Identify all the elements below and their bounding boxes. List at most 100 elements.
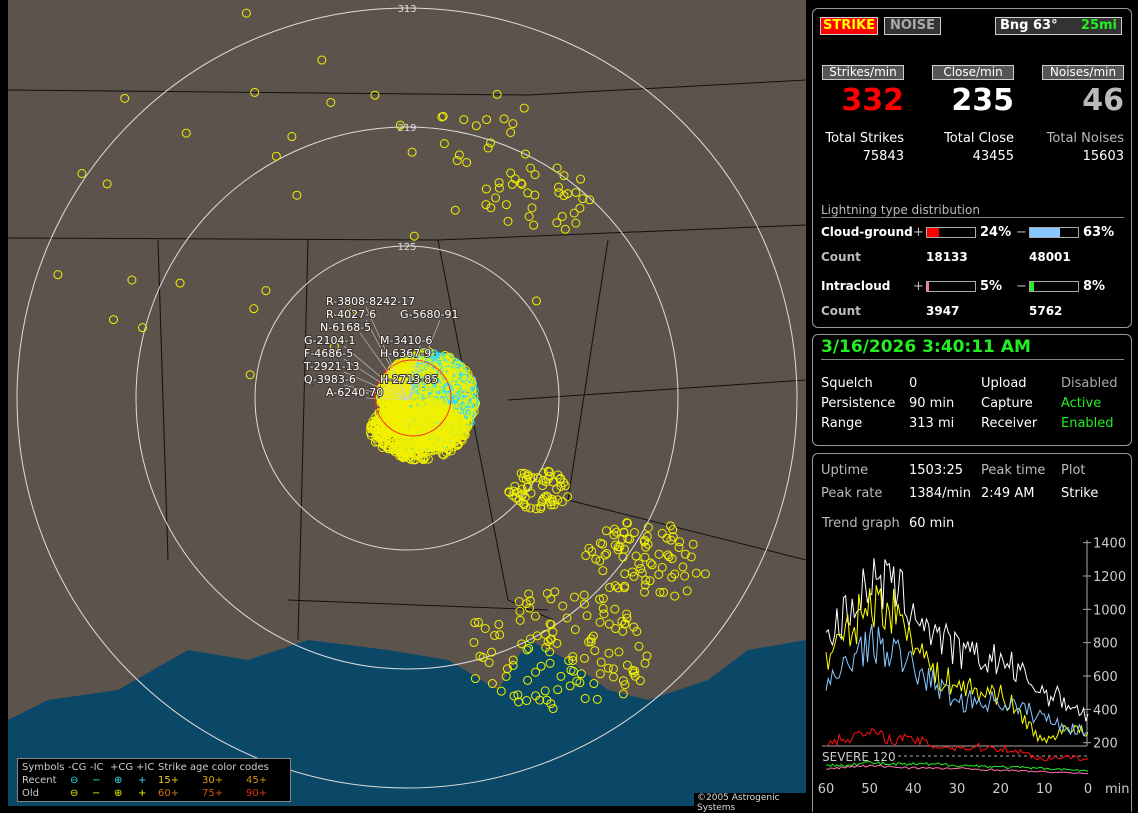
strike-symbol: [382, 376, 392, 386]
strike-leader-line: [343, 384, 409, 401]
strike-cluster: [581, 518, 710, 601]
strike-symbol: [654, 549, 664, 559]
strike-symbol: [481, 200, 491, 210]
strike-symbol: [667, 572, 677, 582]
strike-symbol: [610, 604, 620, 614]
strike-symbol: [622, 660, 632, 670]
ic-negative-count: 5762: [1029, 304, 1063, 318]
strike-symbol: [641, 575, 651, 585]
strike-symbol: [543, 492, 553, 502]
noise-button[interactable]: NOISE: [884, 17, 941, 35]
strike-symbol: [552, 484, 562, 494]
strike-symbol: [570, 592, 580, 602]
cg-negative-count: 48001: [1029, 250, 1071, 264]
strike-symbol: [605, 582, 615, 592]
total-noises-label: Total Noises: [1046, 131, 1124, 146]
strike-symbol: [509, 486, 519, 496]
total-close-label: Total Close: [944, 131, 1014, 146]
strike-symbol: [545, 619, 555, 629]
strike-symbol: [632, 626, 642, 636]
strike-symbol: [437, 389, 447, 399]
strike-symbol: [457, 435, 467, 445]
strike-symbol: [77, 169, 87, 179]
strike-symbol: [545, 658, 555, 668]
pos-cg-icon: ⊕: [114, 788, 123, 799]
strike-symbol: [579, 599, 589, 609]
strike-symbol: [527, 203, 537, 213]
strike-symbol: [678, 562, 688, 572]
strike-symbol: [416, 403, 426, 413]
strike-symbol: [598, 566, 608, 576]
strike-leader-line: [365, 319, 409, 401]
strike-symbol: [680, 571, 690, 581]
strike-symbol: [383, 442, 393, 452]
distribution-title: Lightning type distribution: [821, 203, 1124, 218]
strike-symbol: [447, 369, 457, 379]
info-label: Squelch: [821, 376, 873, 391]
close-per-min-header: Close/min: [932, 65, 1014, 80]
strike-symbol: [287, 132, 297, 142]
strike-symbol: [501, 200, 511, 210]
strike-symbol: [519, 103, 529, 113]
strike-symbol: [553, 495, 563, 505]
map-canvas[interactable]: 125 219 313 R-3808-8242-17R-4027-6 G-5680-91…: [8, 0, 806, 806]
strike-symbol: [614, 647, 624, 657]
strike-symbol: [604, 648, 614, 658]
strike-symbol: [181, 128, 191, 138]
strike-symbol: [529, 220, 539, 230]
strike-symbol: [691, 568, 701, 578]
strike-symbol: [613, 545, 623, 555]
strike-button[interactable]: STRIKE: [820, 17, 878, 35]
strike-symbol: [575, 203, 585, 213]
strike-symbol: [548, 477, 558, 487]
strike-symbol: [666, 535, 676, 545]
strike-symbol: [682, 586, 692, 596]
strike-symbol: [631, 551, 641, 561]
strike-symbol: [510, 481, 520, 491]
strike-symbol: [470, 618, 480, 628]
state-border: [8, 79, 806, 96]
neg-ic-icon: −: [92, 788, 101, 799]
strike-symbol: [526, 163, 536, 173]
strike-cluster: [481, 163, 588, 234]
strike-symbol: [109, 315, 119, 325]
strike-symbol: [53, 270, 63, 280]
strike-leader-line: [365, 306, 409, 401]
ic-negative-pct: 8%: [1083, 279, 1106, 294]
strike-symbol: [403, 425, 413, 435]
strike-symbol: [523, 675, 533, 685]
strike-leader-line: [407, 384, 421, 401]
strike-symbol: [480, 623, 490, 633]
trend-series-pos-ic: [825, 764, 1089, 775]
total-strikes-label: Total Strikes: [825, 131, 904, 146]
minus-sign: −: [1016, 225, 1027, 240]
peak-rate-value: 1384/min: [909, 486, 971, 501]
neg-ic-icon: −: [92, 775, 101, 786]
strike-symbol: [517, 639, 527, 649]
strike-symbol: [444, 436, 454, 446]
strike-symbol: [630, 666, 640, 676]
strike-symbol: [487, 679, 497, 689]
strike-map[interactable]: 125 219 313 R-3808-8242-17 R-4027-6 G-5680-91…: [8, 0, 806, 813]
strike-symbol: [531, 691, 541, 701]
strike-symbol: [518, 473, 528, 483]
strike-symbol: [416, 452, 426, 462]
intracloud-label: Intracloud: [821, 279, 891, 293]
strike-symbol: [473, 617, 483, 627]
strike-symbol: [546, 635, 556, 645]
strike-symbol: [454, 410, 464, 420]
strike-symbol: [345, 309, 355, 319]
legend-col: -IC: [90, 762, 104, 773]
strike-symbol: [515, 606, 525, 616]
strike-symbol: [557, 497, 567, 507]
strike-symbol: [271, 151, 281, 161]
strike-symbol: [458, 397, 468, 407]
strike-symbol: [566, 665, 576, 675]
y-tick-label: 200: [1093, 737, 1118, 752]
strike-symbol: [655, 587, 665, 597]
strike-symbol: [450, 205, 460, 215]
strike-symbol: [559, 171, 569, 181]
plot-value[interactable]: Strike: [1061, 486, 1099, 501]
strike-symbol: [629, 571, 639, 581]
strike-symbol: [528, 473, 538, 483]
